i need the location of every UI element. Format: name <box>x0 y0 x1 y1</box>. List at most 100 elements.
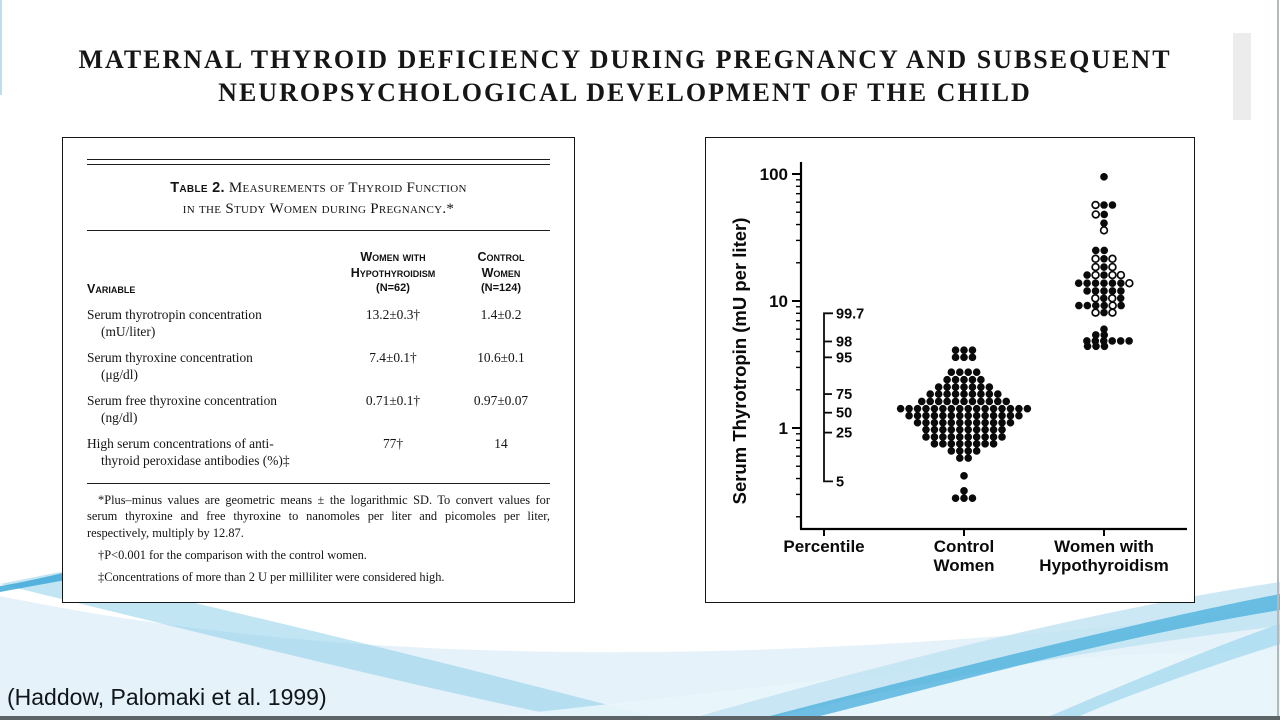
data-point-filled <box>1108 201 1117 209</box>
row-label-line1: Serum thyroxine concentration <box>87 349 253 365</box>
data-point-filled <box>1125 337 1133 345</box>
row-label: High serum concentrations of anti-thyroi… <box>87 436 329 468</box>
data-point-filled <box>930 404 939 413</box>
scrollbar-thumb[interactable] <box>1233 33 1251 120</box>
data-point-filled <box>960 494 968 503</box>
data-point-filled <box>943 383 951 391</box>
data-point-filled <box>960 397 968 406</box>
x-category-label: Women with <box>1054 537 1154 556</box>
data-point-filled <box>951 375 960 384</box>
x-category-label: Control <box>934 537 994 556</box>
control-value: 1.4±0.2 <box>480 306 522 322</box>
data-point-filled <box>989 440 998 448</box>
data-point-filled <box>1100 173 1108 181</box>
data-point-filled <box>1100 219 1108 227</box>
data-point-filled <box>943 375 951 384</box>
data-point-filled <box>981 418 989 427</box>
data-point-filled <box>955 425 964 434</box>
data-point-filled <box>972 425 981 434</box>
x-category-label: Percentile <box>783 537 864 556</box>
data-point-filled <box>1100 263 1108 271</box>
data-point-filled <box>968 390 977 398</box>
data-point-filled <box>960 375 968 384</box>
data-point-filled <box>955 411 964 420</box>
data-point-filled <box>960 353 968 362</box>
table-header-row: Variable Women with Hypothyroidism (N=62… <box>87 249 550 296</box>
data-point-filled <box>951 494 960 503</box>
data-point-filled <box>972 368 981 377</box>
data-point-filled <box>922 418 930 427</box>
data-point-filled <box>960 390 968 398</box>
wave-streak-far-right <box>1050 624 1280 716</box>
data-point-filled <box>955 368 964 377</box>
data-point-open <box>1108 301 1117 310</box>
table-row: Serum thyroxine concentration (μg/dl) 7.4… <box>87 350 550 382</box>
data-point-filled <box>964 404 973 413</box>
data-point-open <box>1091 200 1100 210</box>
table-title-rest: Measurements of Thyroid Function <box>224 180 467 196</box>
data-point-open <box>1108 254 1117 264</box>
data-point-filled <box>1006 404 1015 413</box>
data-point-filled <box>951 397 960 406</box>
percentile-label: 95 <box>836 350 852 366</box>
data-point-filled <box>1108 337 1117 345</box>
data-point-filled <box>917 397 926 406</box>
data-point-filled <box>972 411 981 420</box>
data-point-filled <box>951 383 960 391</box>
data-point-open <box>1091 294 1100 303</box>
data-point-filled <box>972 418 981 427</box>
data-point-filled <box>951 390 960 398</box>
data-point-filled <box>947 440 956 448</box>
data-point-filled <box>939 404 947 413</box>
data-point-filled <box>939 418 947 427</box>
data-point-filled <box>922 425 930 434</box>
table-header-rule <box>87 229 550 231</box>
hypo-value: 7.4±0.1† <box>369 349 417 365</box>
percentile-label: 99.7 <box>836 306 864 322</box>
data-point-filled <box>968 494 977 503</box>
data-point-filled <box>968 346 977 354</box>
data-point-filled <box>994 390 1002 398</box>
data-point-filled <box>939 425 947 434</box>
percentile-label: 50 <box>836 406 852 422</box>
data-point-filled <box>1116 294 1125 303</box>
data-point-filled <box>977 390 985 398</box>
data-point-open <box>1091 210 1101 219</box>
data-point-filled <box>1083 342 1092 351</box>
col1-n: (N=62) <box>376 282 410 295</box>
data-point-filled <box>951 346 960 354</box>
data-point-filled <box>985 390 994 398</box>
data-point-filled <box>1083 279 1091 288</box>
data-point-filled <box>934 397 943 406</box>
data-point-filled <box>981 411 989 420</box>
data-point-open <box>1116 270 1126 280</box>
data-point-filled <box>930 411 939 420</box>
table-footnotes: *Plus–minus values are geometric means ±… <box>87 492 550 586</box>
data-point-open <box>1108 270 1117 280</box>
y-tick-label: 10 <box>769 292 788 311</box>
table-top-double-rule <box>87 159 550 165</box>
wave-band-right <box>700 582 1280 716</box>
data-point-filled <box>1108 287 1117 295</box>
data-point-filled <box>913 404 922 413</box>
data-point-filled <box>947 447 956 455</box>
col1-line1: Women with <box>360 249 426 264</box>
column-header-control: Control Women (N=124) <box>457 249 545 296</box>
data-point-filled <box>1006 418 1015 427</box>
column-header-variable: Variable <box>87 281 136 296</box>
data-point-filled <box>1083 271 1091 279</box>
row-label-line1: Serum thyrotropin concentration <box>87 306 262 322</box>
col2-line1: Control <box>477 249 525 264</box>
footnote-asterisk: *Plus–minus values are geometric means ±… <box>87 492 550 541</box>
data-point-filled <box>1075 301 1083 310</box>
data-point-filled <box>913 418 922 427</box>
data-point-filled <box>934 390 943 398</box>
col2-n: (N=124) <box>480 282 522 295</box>
data-point-filled <box>964 425 973 434</box>
percentile-bracket <box>823 312 833 483</box>
data-point-filled <box>968 383 977 391</box>
table-number-label: Table 2. <box>170 180 225 196</box>
data-point-filled <box>981 440 989 448</box>
row-label-line2: (μg/dl) <box>101 366 138 382</box>
